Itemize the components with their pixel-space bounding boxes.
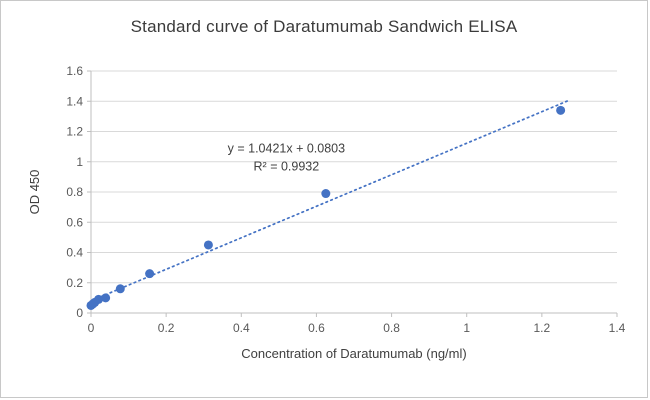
x-tick-label: 1.2 bbox=[534, 321, 551, 335]
x-tick-label: 0.4 bbox=[233, 321, 250, 335]
x-tick-label: 1.4 bbox=[609, 321, 626, 335]
trendline-equation: y = 1.0421x + 0.0803 bbox=[228, 142, 346, 156]
x-tick-label: 0 bbox=[88, 321, 95, 335]
y-tick-label: 0.8 bbox=[66, 185, 83, 199]
data-point bbox=[321, 189, 331, 199]
data-point bbox=[556, 105, 566, 115]
y-tick-label: 1 bbox=[76, 155, 83, 169]
y-tick-label: 1.2 bbox=[66, 125, 83, 139]
data-point bbox=[145, 269, 155, 279]
x-tick-label: 0.8 bbox=[383, 321, 400, 335]
y-tick-label: 0.4 bbox=[66, 246, 83, 260]
trendline bbox=[90, 99, 570, 302]
chart-title: Standard curve of Daratumumab Sandwich E… bbox=[130, 17, 518, 36]
y-tick-label: 1.6 bbox=[66, 64, 83, 78]
y-tick-label: 0.6 bbox=[66, 215, 83, 229]
data-point bbox=[101, 293, 111, 303]
y-tick-label: 0.2 bbox=[66, 276, 83, 290]
x-tick-label: 1 bbox=[463, 321, 470, 335]
data-point bbox=[115, 284, 125, 294]
y-axis-label: OD 450 bbox=[27, 170, 42, 215]
y-tick-label: 1.4 bbox=[66, 94, 83, 108]
data-point bbox=[203, 240, 213, 250]
x-axis-label: Concentration of Daratumumab (ng/ml) bbox=[241, 346, 466, 361]
data-point bbox=[94, 294, 104, 304]
y-tick-label: 0 bbox=[76, 306, 83, 320]
x-tick-label: 0.2 bbox=[158, 321, 175, 335]
x-tick-label: 0.6 bbox=[308, 321, 325, 335]
r-squared-value: R² = 0.9932 bbox=[254, 160, 320, 174]
